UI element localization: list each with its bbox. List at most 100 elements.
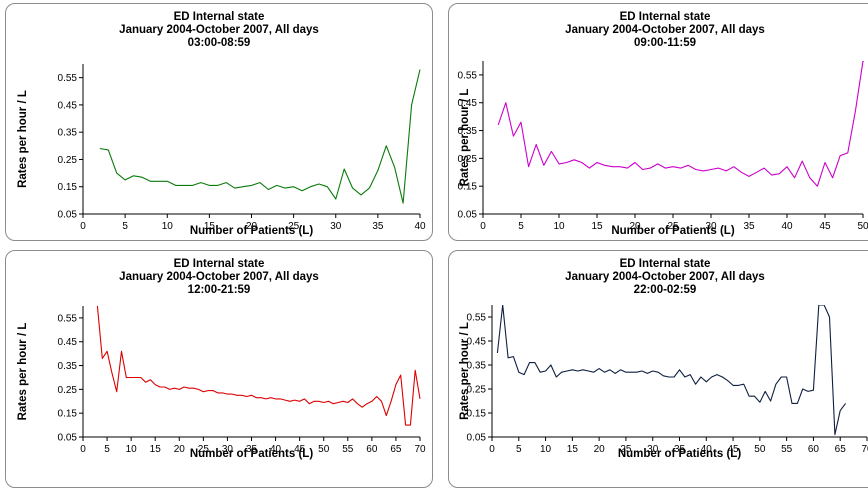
series-line xyxy=(99,69,421,204)
x-tick-label: 45 xyxy=(728,444,740,455)
y-tick-label: 0.15 xyxy=(58,409,78,420)
chart-title-line: January 2004-October 2007, All days xyxy=(565,271,765,283)
y-tick-label: 0.55 xyxy=(58,73,78,84)
y-tick-label: 0.25 xyxy=(58,385,78,396)
x-tick-label: 15 xyxy=(150,444,162,455)
x-tick-label: 0 xyxy=(80,221,86,232)
y-tick-label: 0.35 xyxy=(467,361,487,372)
chart-title-line: ED Internal state xyxy=(620,11,711,23)
y-tick-label: 0.45 xyxy=(467,337,487,348)
y-tick-label: 0.35 xyxy=(458,126,478,137)
x-tick-label: 40 xyxy=(781,221,793,232)
x-tick-label: 30 xyxy=(647,444,659,455)
x-tick-label: 30 xyxy=(222,444,234,455)
x-tick-label: 30 xyxy=(330,221,342,232)
x-axis-label: Number of Patients (L) xyxy=(618,448,741,460)
x-tick-label: 25 xyxy=(620,444,632,455)
chart-title-line: 09:00-11:59 xyxy=(634,37,696,49)
chart-title-line: January 2004-October 2007, All days xyxy=(565,24,765,36)
y-axis-label: Rates per hour / L xyxy=(17,323,29,421)
x-tick-label: 20 xyxy=(174,444,186,455)
y-tick-label: 0.15 xyxy=(458,182,478,193)
chart-title-line: January 2004-October 2007, All days xyxy=(119,24,319,36)
x-axis-label: Number of Patients (L) xyxy=(190,225,313,237)
y-tick-label: 0.25 xyxy=(58,155,78,166)
x-tick-label: 35 xyxy=(674,444,686,455)
y-tick-label: 0.25 xyxy=(467,385,487,396)
x-tick-label: 60 xyxy=(808,444,820,455)
y-tick-label: 0.35 xyxy=(58,361,78,372)
x-tick-label: 30 xyxy=(705,221,717,232)
x-tick-label: 55 xyxy=(781,444,793,455)
y-tick-label: 0.55 xyxy=(458,70,478,81)
x-tick-label: 50 xyxy=(318,444,330,455)
chart-title-line: ED Internal state xyxy=(174,258,265,270)
series-line xyxy=(496,305,847,436)
x-tick-label: 40 xyxy=(701,444,713,455)
x-tick-label: 45 xyxy=(819,221,831,232)
x-tick-label: 25 xyxy=(198,444,210,455)
x-axis-label: Number of Patients (L) xyxy=(611,225,734,237)
x-tick-label: 45 xyxy=(294,444,306,455)
y-tick-label: 0.45 xyxy=(58,100,78,111)
series-line xyxy=(96,306,421,426)
x-tick-label: 50 xyxy=(754,444,766,455)
x-tick-label: 5 xyxy=(516,444,522,455)
x-tick-label: 10 xyxy=(540,444,552,455)
x-tick-label: 55 xyxy=(342,444,354,455)
y-tick-label: 0.35 xyxy=(58,128,78,139)
x-tick-label: 70 xyxy=(861,444,868,455)
x-tick-label: 60 xyxy=(366,444,378,455)
chart-title-line: 12:00-21:59 xyxy=(188,284,251,296)
x-tick-label: 50 xyxy=(857,221,868,232)
x-tick-label: 35 xyxy=(246,444,258,455)
y-tick-label: 0.45 xyxy=(458,98,478,109)
x-tick-label: 15 xyxy=(204,221,216,232)
x-tick-label: 10 xyxy=(553,221,565,232)
y-tick-label: 0.05 xyxy=(458,210,478,221)
chart-panel-bottom-right: ED Internal state January 2004-October 20… xyxy=(448,250,868,488)
y-tick-label: 0.25 xyxy=(458,154,478,165)
chart-title-line: 03:00-08:59 xyxy=(188,37,251,49)
y-axis-label: Rates per hour / L xyxy=(459,322,471,420)
x-tick-label: 25 xyxy=(667,221,679,232)
y-tick-label: 0.05 xyxy=(58,433,78,444)
series-line xyxy=(497,61,864,187)
chart-panel-top-left: ED Internal state January 2004-October 20… xyxy=(5,3,433,241)
chart-title-line: ED Internal state xyxy=(620,258,711,270)
x-tick-label: 15 xyxy=(591,221,603,232)
y-tick-label: 0.15 xyxy=(58,182,78,193)
x-tick-label: 10 xyxy=(126,444,138,455)
x-tick-label: 65 xyxy=(835,444,847,455)
y-axis-label: Rates per hour / L xyxy=(459,89,471,187)
x-tick-label: 5 xyxy=(122,221,128,232)
chart-panel-top-right: ED Internal state January 2004-October 20… xyxy=(448,3,868,241)
x-tick-label: 65 xyxy=(390,444,402,455)
x-tick-label: 25 xyxy=(288,221,300,232)
y-tick-label: 0.55 xyxy=(467,313,487,324)
x-tick-label: 5 xyxy=(104,444,110,455)
x-tick-label: 20 xyxy=(594,444,606,455)
x-tick-label: 10 xyxy=(162,221,174,232)
x-axis-label: Number of Patients (L) xyxy=(190,448,313,460)
chart-title-line: January 2004-October 2007, All days xyxy=(119,271,319,283)
y-axis-label: Rates per hour / L xyxy=(17,90,29,188)
x-tick-label: 35 xyxy=(372,221,384,232)
x-tick-label: 0 xyxy=(480,221,486,232)
y-tick-label: 0.55 xyxy=(58,313,78,324)
x-tick-label: 5 xyxy=(518,221,524,232)
chart-panel-bottom-left: ED Internal state January 2004-October 20… xyxy=(5,250,433,488)
y-tick-label: 0.05 xyxy=(58,210,78,221)
y-tick-label: 0.15 xyxy=(467,409,487,420)
x-tick-label: 35 xyxy=(743,221,755,232)
chart-title-line: ED Internal state xyxy=(174,11,265,23)
x-tick-label: 20 xyxy=(246,221,258,232)
x-tick-label: 0 xyxy=(80,444,86,455)
x-tick-label: 0 xyxy=(489,444,495,455)
x-tick-label: 20 xyxy=(629,221,641,232)
x-tick-label: 40 xyxy=(270,444,282,455)
x-tick-label: 70 xyxy=(414,444,426,455)
